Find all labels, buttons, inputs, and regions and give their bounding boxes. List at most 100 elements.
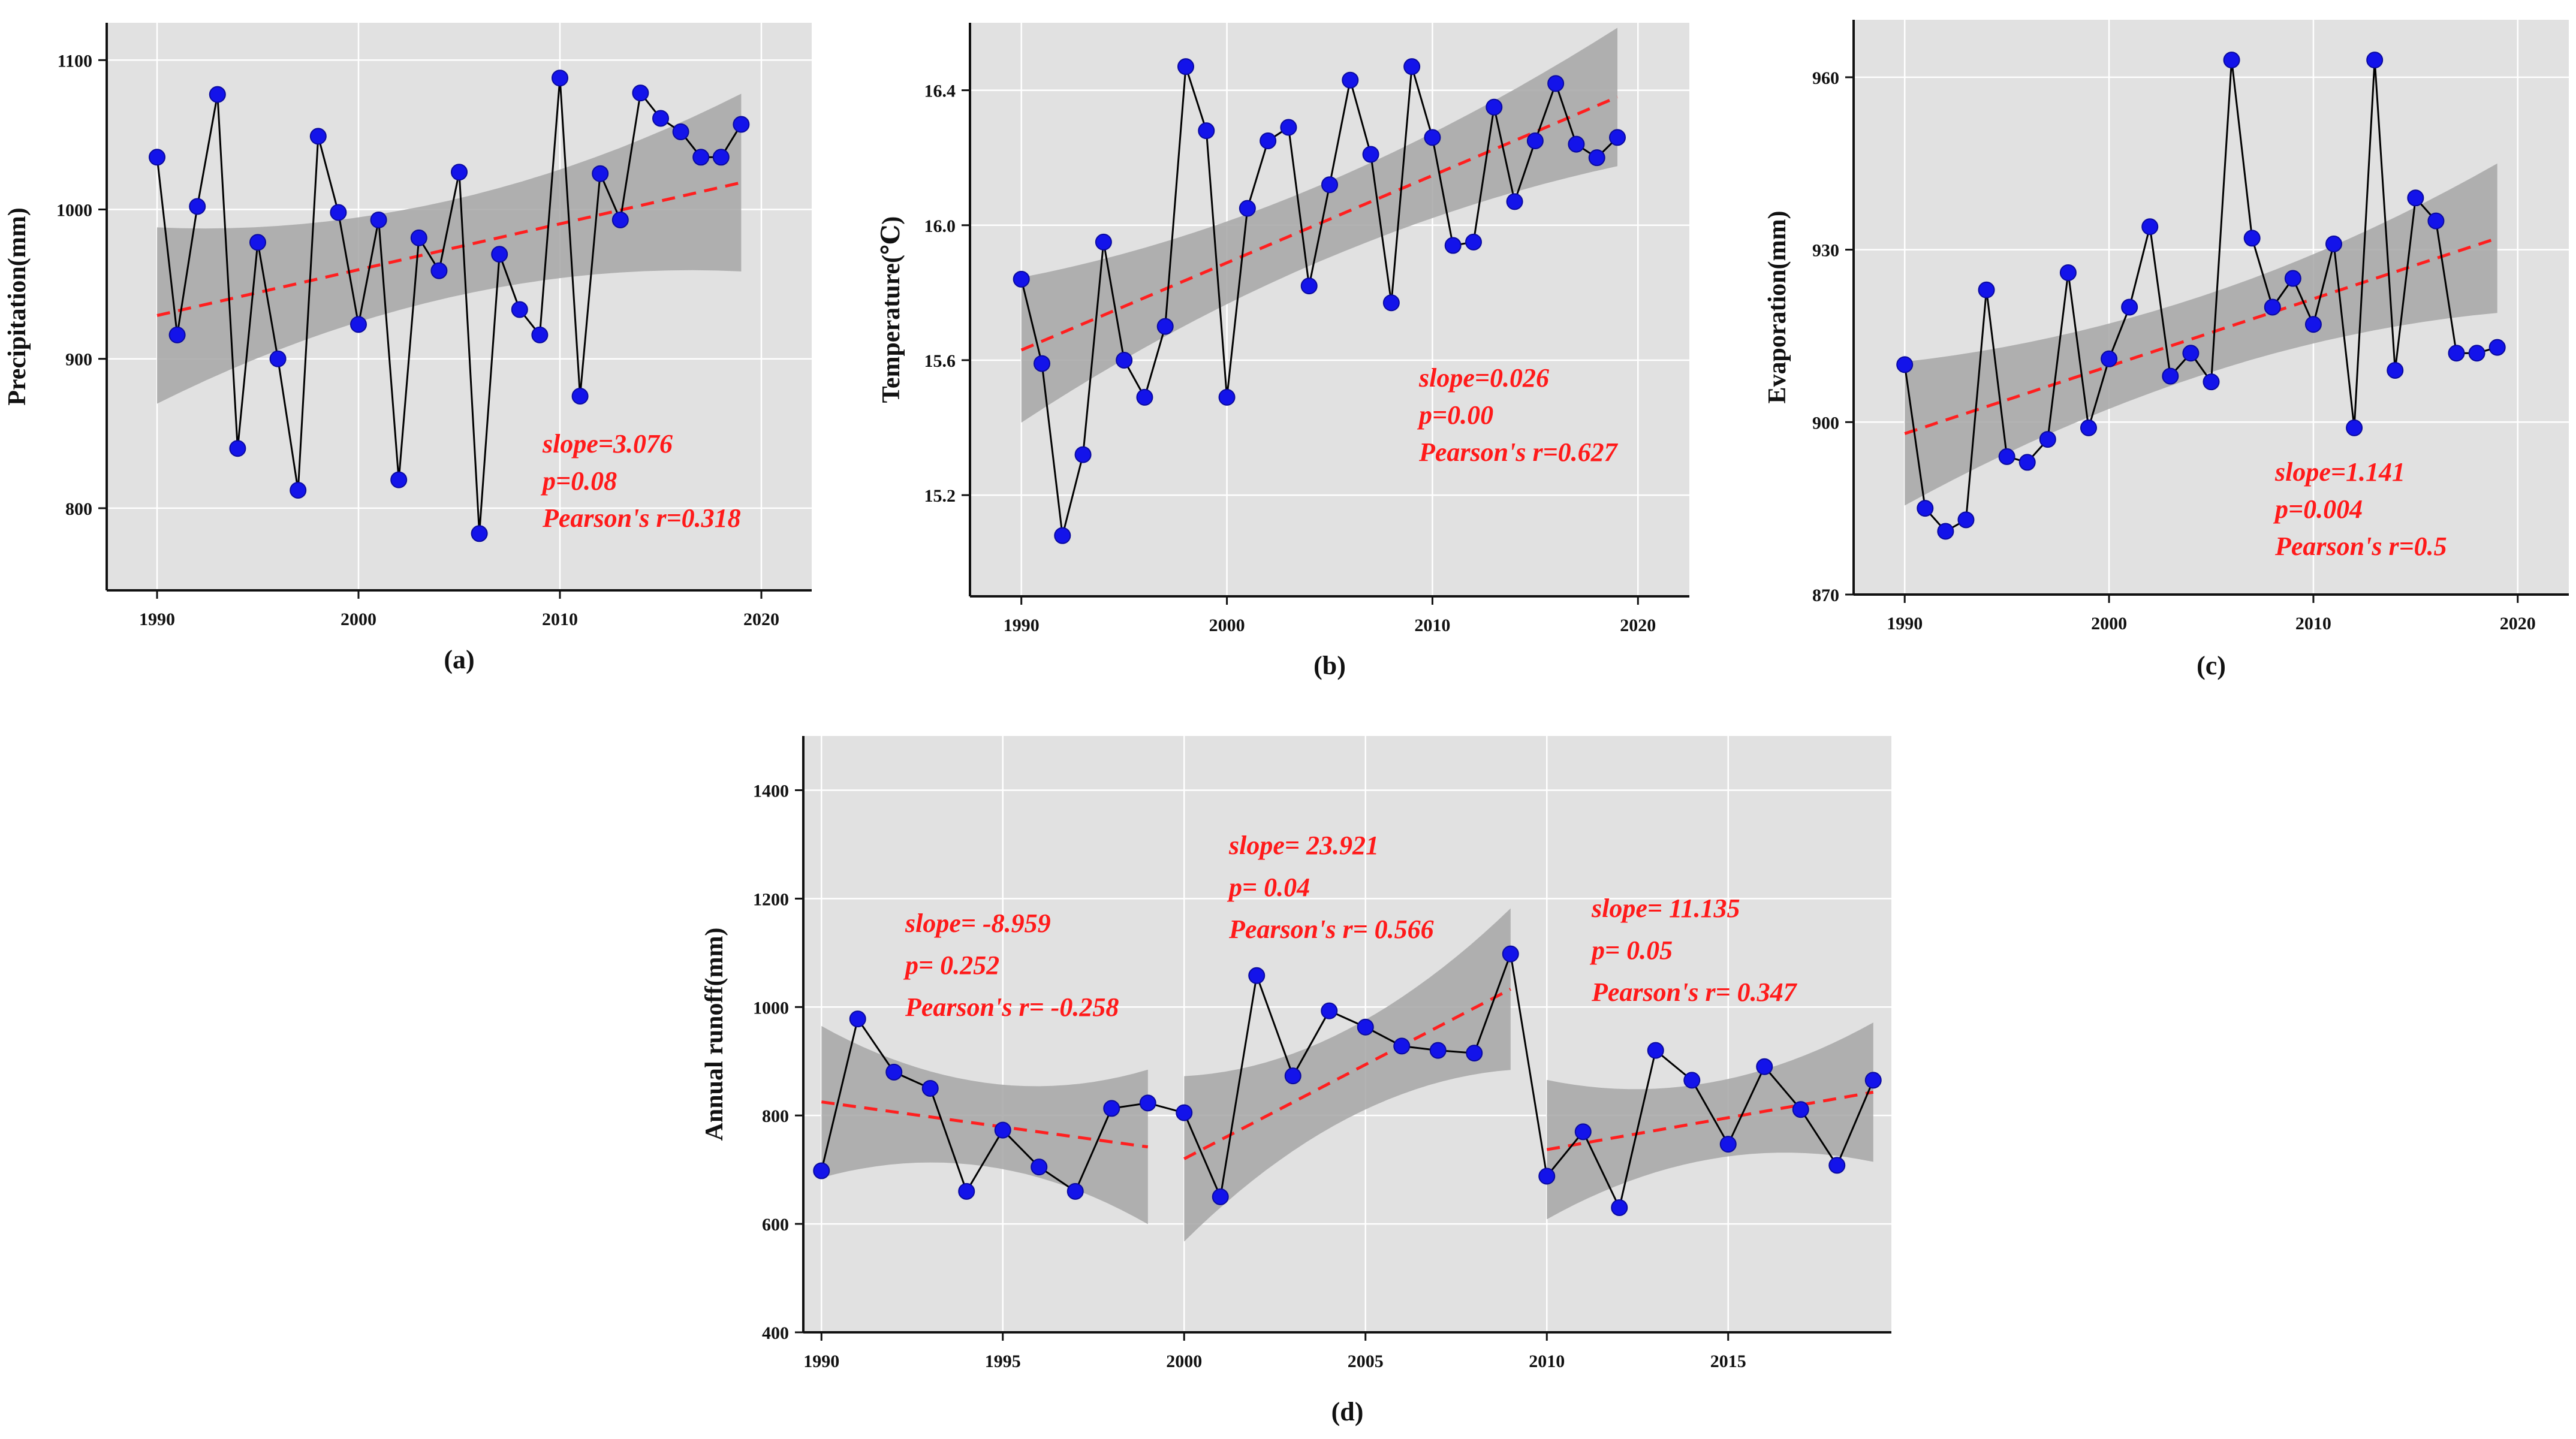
data-point [370,211,387,228]
x-tick-label: 1990 [1004,616,1040,635]
data-point [1074,446,1092,463]
y-axis-label: Precipitation(mm) [4,207,31,405]
data-point [1095,233,1112,251]
data-point [1362,146,1379,163]
y-tick-label: 16.0 [924,216,956,236]
data-point [611,211,629,228]
data-point [350,316,367,333]
data-point [2488,339,2506,356]
data-point [1547,75,1565,92]
stat-annotation: Pearson's r= 0.347 [1591,978,1798,1007]
data-point [2059,264,2077,281]
x-tick-label: 2020 [743,610,779,629]
trend-line [1904,237,2498,435]
data-point [1212,1188,1229,1205]
stat-annotation: p=0.004 [2273,494,2363,524]
data-point [1066,1182,1084,1200]
y-tick-label: 800 [65,499,92,519]
data-point [2407,189,2424,207]
x-tick-label: 2000 [341,610,376,629]
data-point [269,350,287,367]
data-point [1239,200,1256,217]
y-tick-label: 15.2 [924,486,956,506]
data-point [958,1182,975,1200]
data-point [1103,1100,1120,1117]
data-point [2203,373,2220,391]
y-tick-label: 15.6 [924,351,956,371]
y-tick-label: 1400 [753,781,789,801]
panel-a-precipitation: 1990 2000 2010 2020 800 900 1000 1100 Precipitat… [4,23,812,674]
x-tick-label: 2010 [1414,616,1450,635]
y-tick-label: 400 [762,1323,789,1343]
data-point [1588,149,1605,167]
data-point [2325,236,2343,253]
data-point [1647,1042,1664,1059]
data-point [1864,1072,1882,1089]
data-point [189,198,206,215]
x-tick-label: 2020 [2500,614,2536,633]
stat-annotation: slope=3.076 [542,429,673,458]
data-point [1176,1104,1193,1121]
stat-annotation: Pearson's r=0.5 [2274,532,2447,561]
data-point [1424,129,1441,146]
x-tick-label: 1990 [1887,614,1923,633]
data-point [1300,277,1318,295]
data-point [511,301,528,318]
data-point [1574,1123,1592,1141]
data-point [491,246,508,263]
data-point [1139,1094,1156,1112]
data-point [1756,1058,1773,1075]
x-tick-label: 2000 [2091,614,2127,633]
data-point [552,70,568,87]
data-point [1284,1067,1301,1085]
data-point [1917,500,1934,517]
data-point [1034,355,1050,372]
x-tick-label: 2005 [1348,1351,1384,1371]
x-tick-label: 1990 [803,1351,839,1371]
x-tick-label: 2010 [1529,1351,1565,1371]
data-point [1611,1199,1628,1216]
y-tick-label: 900 [1812,413,1839,433]
data-point [813,1162,830,1179]
trend-line [1183,988,1511,1160]
data-point [2243,230,2261,247]
y-tick-label: 960 [1812,68,1839,88]
y-tick-label: 16.4 [924,82,956,101]
x-tick-label: 2010 [542,610,578,629]
data-point [451,164,468,181]
data-point [149,149,165,166]
data-point [921,1079,939,1097]
series-line [1903,59,2498,533]
data-point [531,326,549,343]
panel-label: (a) [444,645,474,674]
data-point [2427,212,2445,230]
data-point [652,110,669,127]
y-tick-label: 600 [762,1215,789,1235]
data-point [1978,281,1995,298]
data-point [1792,1101,1809,1118]
data-point [1506,193,1523,210]
stat-annotation: p=0.08 [540,466,617,496]
stat-annotation: Pearson's r=0.318 [542,503,741,533]
series-line [1020,66,1619,536]
data-point [1609,129,1626,146]
stat-annotation: slope= 23.921 [1228,831,1379,860]
data-point [1466,1045,1483,1062]
data-point [1260,132,1277,150]
data-point [2018,454,2036,471]
data-point [692,149,710,166]
y-tick-label: 1100 [58,51,92,71]
data-point [733,116,750,133]
data-point [632,85,649,102]
stat-annotation: p= 0.252 [903,951,999,980]
trend-line [1020,95,1618,352]
data-point [1198,122,1215,140]
data-point [2121,298,2138,316]
data-point [1444,237,1462,254]
data-point [1382,294,1400,312]
data-point [1321,1002,1338,1019]
y-tick-label: 800 [762,1106,789,1126]
data-point [2284,270,2301,287]
data-point [1937,523,1954,540]
